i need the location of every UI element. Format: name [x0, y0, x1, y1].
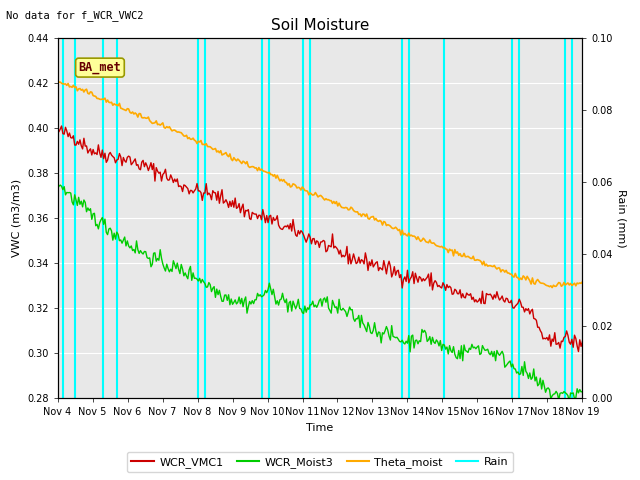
Y-axis label: VWC (m3/m3): VWC (m3/m3): [12, 180, 22, 257]
Legend: WCR_VMC1, WCR_Moist3, Theta_moist, Rain: WCR_VMC1, WCR_Moist3, Theta_moist, Rain: [127, 452, 513, 472]
X-axis label: Time: Time: [307, 423, 333, 433]
Text: No data for f_WCR_VWC2: No data for f_WCR_VWC2: [6, 10, 144, 21]
Title: Soil Moisture: Soil Moisture: [271, 18, 369, 33]
Y-axis label: Rain (mm): Rain (mm): [617, 189, 627, 248]
Text: BA_met: BA_met: [79, 61, 122, 74]
